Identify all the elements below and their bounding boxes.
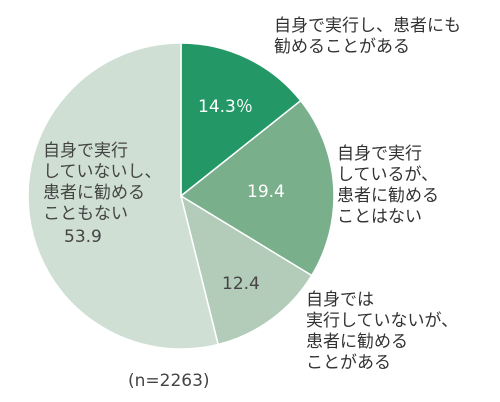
slice-neither [27, 42, 220, 350]
slice-label-neither: 自身で実行 していないし、 患者に勧める こともない [43, 141, 162, 225]
slice-label-line: 勧めることがある [274, 37, 410, 57]
slice-value-self-only: 19.4 [247, 182, 285, 202]
slice-self-and-recommend [180, 42, 302, 198]
sample-size-label: (n=2263) [128, 371, 210, 391]
slice-label-line: こともない [43, 204, 128, 224]
slice-label-line: ことはない [337, 207, 422, 227]
slice-value-recommend-only: 12.4 [222, 274, 260, 294]
slice-label-line: 患者に勧める [306, 332, 408, 352]
slice-label-line: していないし、 [43, 162, 162, 182]
slice-self-only [179, 99, 335, 277]
slice-label-line: 自身で実行 [43, 141, 128, 161]
slice-value-neither: 53.9 [64, 227, 102, 247]
slice-recommend-only [179, 194, 313, 346]
slice-label-line: しているが、 [337, 165, 439, 185]
slice-value-self-and-recommend: 14.3％ [198, 97, 253, 117]
slice-label-self-only: 自身で実行 しているが、 患者に勧める ことはない [337, 144, 439, 228]
slice-label-recommend-only: 自身では 実行していないが、 患者に勧める ことがある [306, 290, 458, 374]
slice-label-line: 自身では [306, 290, 374, 310]
slice-label-line: 自身で実行し、患者にも [274, 16, 461, 36]
slice-label-line: 実行していないが、 [306, 311, 459, 331]
slice-label-self-and-recommend: 自身で実行し、患者にも 勧めることがある [274, 16, 461, 58]
slice-label-line: 自身で実行 [337, 144, 422, 164]
slice-label-line: 患者に勧める [337, 186, 439, 206]
slice-label-line: 患者に勧める [43, 183, 145, 203]
slice-label-line: ことがある [306, 353, 391, 373]
